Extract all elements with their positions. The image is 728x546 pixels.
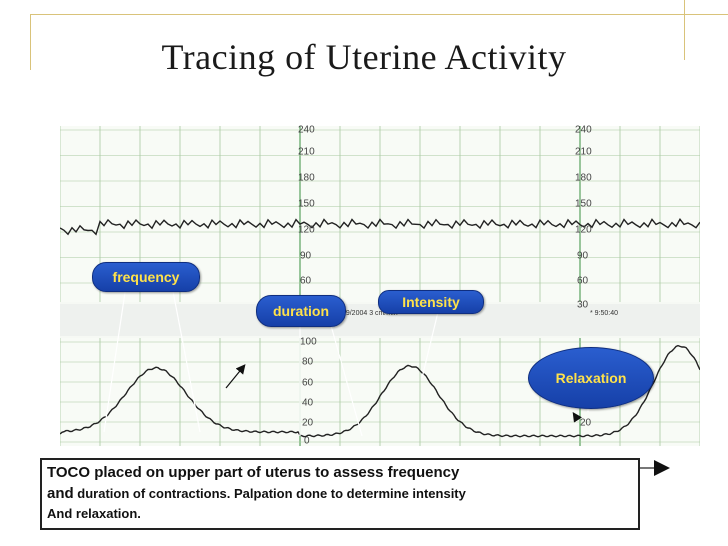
fhr-scale-right-90: 90 (577, 250, 589, 262)
toco-scale-left-60: 60 (302, 377, 314, 389)
caption-box: TOCO placed on upper part of uterus to a… (40, 458, 640, 530)
slide-title: Tracing of Uterine Activity (161, 37, 567, 77)
toco-scale-right-20: 20 (580, 417, 592, 429)
contraction-arrow-icon (225, 364, 246, 389)
frequency-pointer-line-a (103, 285, 127, 433)
intensity-label: Intensity (378, 290, 484, 314)
duration-label: duration (256, 295, 346, 327)
paper-time: * 9:50:40 (590, 310, 619, 317)
fhr-scale-right-150: 150 (575, 198, 592, 210)
fhr-scale-left-150: 150 (298, 198, 315, 210)
fhr-trace (60, 218, 700, 236)
toco-scale-left-80: 80 (302, 356, 314, 368)
caption-line-2-lead: and (47, 485, 74, 503)
duration-pointer-line-b (329, 321, 363, 437)
fhr-scale-left-180: 180 (298, 172, 315, 184)
fhr-scale-left-210: 210 (298, 146, 315, 158)
toco-scale-left-20: 20 (302, 417, 314, 429)
toco-scale-left-0: 0 (304, 435, 310, 447)
fhr-scale-right-240: 240 (575, 124, 592, 136)
caption-line-2: and duration of contractions. Palpation … (47, 483, 633, 505)
intensity-pointer-line (421, 311, 439, 379)
frame-top-line (30, 14, 728, 15)
fhr-scale-left-240: 240 (298, 124, 315, 136)
fhr-scale-right-210: 210 (575, 146, 592, 158)
toco-scale-left-100: 100 (300, 336, 317, 348)
caption-line-1: TOCO placed on upper part of uterus to a… (47, 464, 460, 481)
toco-trace (60, 344, 700, 438)
fhr-scale-left-90: 90 (300, 250, 312, 262)
toco-scale-left-40: 40 (302, 397, 314, 409)
frequency-label: frequency (92, 262, 200, 292)
frequency-pointer-line-b (171, 285, 201, 433)
fhr-scale-right-180: 180 (575, 172, 592, 184)
frame-right-line (684, 0, 685, 60)
fhr-scale-right-120: 120 (575, 224, 592, 236)
fhr-scale-right-60: 60 (577, 275, 589, 287)
fhr-scale-left-60: 60 (300, 275, 312, 287)
paper-date-speed: 9/9/2004 3 cm/min (340, 310, 398, 317)
caption-line-3: And relaxation. (47, 505, 141, 521)
frame-left-line (30, 14, 31, 70)
baseline-arrow-icon (572, 412, 582, 423)
fhr-scale-right-30: 30 (577, 299, 589, 311)
fhr-scale-left-120: 120 (298, 224, 315, 236)
caption-line-2-rest: duration of contractions. Palpation done… (73, 486, 466, 502)
relaxation-label: Relaxation (528, 347, 654, 409)
